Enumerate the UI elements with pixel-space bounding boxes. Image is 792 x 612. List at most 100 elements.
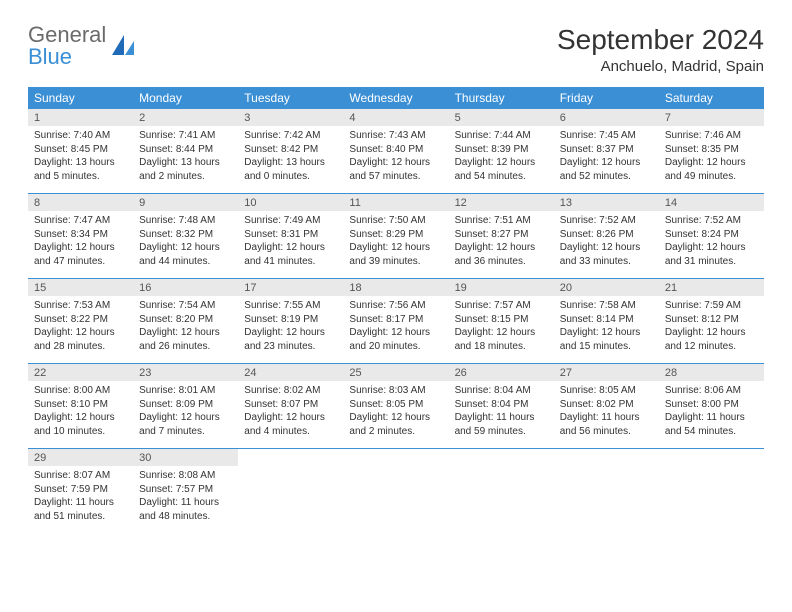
day-info: Sunrise: 8:00 AMSunset: 8:10 PMDaylight:… (28, 381, 133, 449)
sunset-text: Sunset: 8:15 PM (455, 313, 548, 327)
sunrise-text: Sunrise: 7:50 AM (349, 214, 442, 228)
sunrise-text: Sunrise: 8:07 AM (34, 469, 127, 483)
daylight-text: Daylight: 11 hours and 59 minutes. (455, 411, 548, 438)
sunrise-text: Sunrise: 7:53 AM (34, 299, 127, 313)
sunset-text: Sunset: 8:31 PM (244, 228, 337, 242)
day-number: 4 (343, 109, 448, 126)
logo-sail-icon (110, 33, 136, 59)
day-info: Sunrise: 7:52 AMSunset: 8:24 PMDaylight:… (659, 211, 764, 279)
day-info: Sunrise: 7:49 AMSunset: 8:31 PMDaylight:… (238, 211, 343, 279)
daynum-row: 15161718192021 (28, 279, 764, 296)
calendar-table: SundayMondayTuesdayWednesdayThursdayFrid… (28, 87, 764, 533)
day-info: Sunrise: 7:42 AMSunset: 8:42 PMDaylight:… (238, 126, 343, 194)
day-number: 18 (343, 279, 448, 296)
sunrise-text: Sunrise: 7:56 AM (349, 299, 442, 313)
day-info: Sunrise: 7:47 AMSunset: 8:34 PMDaylight:… (28, 211, 133, 279)
sunset-text: Sunset: 8:45 PM (34, 143, 127, 157)
daynum-row: 2930 (28, 449, 764, 466)
daylight-text: Daylight: 12 hours and 15 minutes. (560, 326, 653, 353)
dow-tuesday: Tuesday (238, 87, 343, 109)
day-number: 25 (343, 364, 448, 381)
info-row: Sunrise: 7:53 AMSunset: 8:22 PMDaylight:… (28, 296, 764, 364)
day-info (238, 466, 343, 533)
sunrise-text: Sunrise: 8:02 AM (244, 384, 337, 398)
day-info (659, 466, 764, 533)
daylight-text: Daylight: 12 hours and 26 minutes. (139, 326, 232, 353)
daylight-text: Daylight: 12 hours and 31 minutes. (665, 241, 758, 268)
sunset-text: Sunset: 7:59 PM (34, 483, 127, 497)
sunset-text: Sunset: 8:20 PM (139, 313, 232, 327)
sunrise-text: Sunrise: 8:00 AM (34, 384, 127, 398)
sunset-text: Sunset: 8:35 PM (665, 143, 758, 157)
day-number: 7 (659, 109, 764, 126)
day-number: 21 (659, 279, 764, 296)
daylight-text: Daylight: 12 hours and 18 minutes. (455, 326, 548, 353)
sunrise-text: Sunrise: 8:05 AM (560, 384, 653, 398)
sunrise-text: Sunrise: 7:51 AM (455, 214, 548, 228)
day-number: 19 (449, 279, 554, 296)
month-title: September 2024 (557, 24, 764, 56)
sunrise-text: Sunrise: 7:54 AM (139, 299, 232, 313)
sunrise-text: Sunrise: 7:40 AM (34, 129, 127, 143)
day-info: Sunrise: 8:04 AMSunset: 8:04 PMDaylight:… (449, 381, 554, 449)
sunset-text: Sunset: 8:05 PM (349, 398, 442, 412)
sunrise-text: Sunrise: 8:03 AM (349, 384, 442, 398)
day-info: Sunrise: 8:03 AMSunset: 8:05 PMDaylight:… (343, 381, 448, 449)
day-number: 26 (449, 364, 554, 381)
sunrise-text: Sunrise: 8:06 AM (665, 384, 758, 398)
sunset-text: Sunset: 8:09 PM (139, 398, 232, 412)
day-info: Sunrise: 7:59 AMSunset: 8:12 PMDaylight:… (659, 296, 764, 364)
day-info: Sunrise: 7:52 AMSunset: 8:26 PMDaylight:… (554, 211, 659, 279)
sunrise-text: Sunrise: 7:48 AM (139, 214, 232, 228)
dow-monday: Monday (133, 87, 238, 109)
day-info: Sunrise: 8:05 AMSunset: 8:02 PMDaylight:… (554, 381, 659, 449)
day-number: 13 (554, 194, 659, 211)
day-number: 1 (28, 109, 133, 126)
day-number (343, 449, 448, 466)
daylight-text: Daylight: 12 hours and 20 minutes. (349, 326, 442, 353)
daylight-text: Daylight: 12 hours and 47 minutes. (34, 241, 127, 268)
sunset-text: Sunset: 8:27 PM (455, 228, 548, 242)
sunrise-text: Sunrise: 7:55 AM (244, 299, 337, 313)
sunset-text: Sunset: 8:32 PM (139, 228, 232, 242)
daylight-text: Daylight: 12 hours and 23 minutes. (244, 326, 337, 353)
day-number: 14 (659, 194, 764, 211)
sunrise-text: Sunrise: 8:04 AM (455, 384, 548, 398)
daylight-text: Daylight: 13 hours and 0 minutes. (244, 156, 337, 183)
day-info: Sunrise: 7:43 AMSunset: 8:40 PMDaylight:… (343, 126, 448, 194)
day-info: Sunrise: 7:55 AMSunset: 8:19 PMDaylight:… (238, 296, 343, 364)
day-info: Sunrise: 8:06 AMSunset: 8:00 PMDaylight:… (659, 381, 764, 449)
day-info: Sunrise: 7:48 AMSunset: 8:32 PMDaylight:… (133, 211, 238, 279)
sunrise-text: Sunrise: 7:52 AM (665, 214, 758, 228)
day-number: 29 (28, 449, 133, 466)
day-info: Sunrise: 7:54 AMSunset: 8:20 PMDaylight:… (133, 296, 238, 364)
day-number: 6 (554, 109, 659, 126)
sunrise-text: Sunrise: 7:44 AM (455, 129, 548, 143)
day-info: Sunrise: 7:51 AMSunset: 8:27 PMDaylight:… (449, 211, 554, 279)
daylight-text: Daylight: 11 hours and 48 minutes. (139, 496, 232, 523)
daylight-text: Daylight: 12 hours and 54 minutes. (455, 156, 548, 183)
info-row: Sunrise: 7:40 AMSunset: 8:45 PM Daylight:… (28, 126, 764, 194)
day-number: 3 (238, 109, 343, 126)
sunset-text: Sunset: 8:07 PM (244, 398, 337, 412)
sunset-text: Sunset: 8:02 PM (560, 398, 653, 412)
day-info: Sunrise: 7:57 AMSunset: 8:15 PMDaylight:… (449, 296, 554, 364)
sunrise-text: Sunrise: 7:58 AM (560, 299, 653, 313)
daylight-text: Daylight: 12 hours and 57 minutes. (349, 156, 442, 183)
location: Anchuelo, Madrid, Spain (557, 58, 764, 75)
day-number: 12 (449, 194, 554, 211)
sunrise-text: Sunrise: 7:43 AM (349, 129, 442, 143)
day-info: Sunrise: 8:02 AMSunset: 8:07 PMDaylight:… (238, 381, 343, 449)
sunrise-text: Sunrise: 8:01 AM (139, 384, 232, 398)
daylight-text: Daylight: 12 hours and 49 minutes. (665, 156, 758, 183)
sunrise-text: Sunrise: 7:52 AM (560, 214, 653, 228)
daylight-text: Daylight: 11 hours and 54 minutes. (665, 411, 758, 438)
daynum-row: 891011121314 (28, 194, 764, 211)
sunrise-text: Sunrise: 7:47 AM (34, 214, 127, 228)
day-info (449, 466, 554, 533)
daynum-row: 22232425262728 (28, 364, 764, 381)
daylight-text: Daylight: 12 hours and 2 minutes. (349, 411, 442, 438)
daylight-text: Daylight: 12 hours and 52 minutes. (560, 156, 653, 183)
day-number: 30 (133, 449, 238, 466)
daylight-text: Daylight: 13 hours and 2 minutes. (139, 156, 232, 183)
